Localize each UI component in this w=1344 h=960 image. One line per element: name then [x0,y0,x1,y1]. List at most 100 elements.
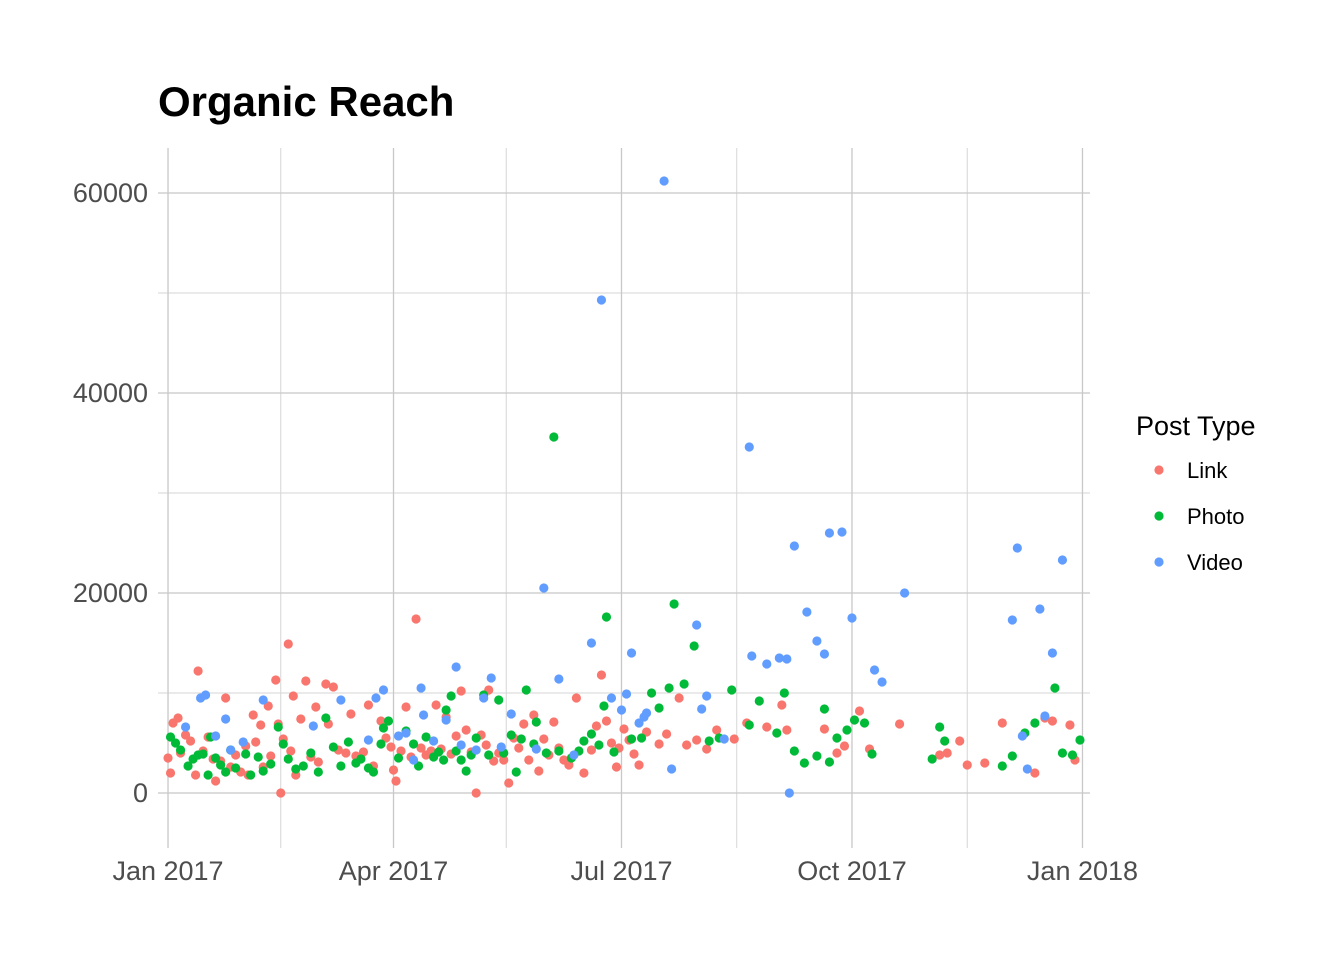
data-point [799,758,809,768]
data-point [441,705,451,715]
data-point [456,755,466,765]
data-point [386,742,396,752]
data-point [276,788,286,798]
data-point [456,686,466,696]
data-point [431,700,441,710]
data-point [664,683,674,693]
data-point [1030,768,1040,778]
data-point [273,722,283,732]
data-point [1012,543,1022,553]
data-point [298,761,308,771]
data-point [511,767,521,777]
data-point [301,676,311,686]
data-point [1035,604,1045,614]
data-point [789,746,799,756]
data-point [471,733,481,743]
data-point [251,737,261,747]
data-point [216,760,226,770]
data-point [772,728,782,738]
data-point [692,620,702,630]
data-point [661,729,672,739]
data-point [819,704,830,714]
data-point [549,432,559,442]
data-point [378,685,389,695]
data-point [1007,615,1017,625]
data-point [211,776,221,786]
data-point [341,748,351,758]
legend: Post Type Link Photo Video [1136,411,1256,575]
data-point [935,722,945,732]
data-point [248,710,258,720]
data-point [211,753,221,763]
data-point [549,717,559,727]
data-point [599,701,609,711]
y-tick-label: 20000 [73,578,148,608]
data-point [529,710,539,720]
data-point [388,765,399,775]
data-point [283,639,293,649]
data-point [586,729,597,739]
data-point [619,724,629,734]
data-point [185,736,196,746]
data-point [601,716,612,726]
data-point [1040,711,1050,721]
data-point [461,725,471,735]
data-point [629,749,639,759]
data-point [579,736,589,746]
data-point [729,734,739,744]
data-point [609,747,619,757]
data-point [646,688,657,698]
data-point [446,691,456,701]
y-tick-label: 0 [133,778,148,808]
data-point [246,770,256,780]
data-point [524,755,534,765]
data-point [837,527,847,537]
data-point [368,767,379,777]
data-point [393,753,404,763]
data-point [343,737,354,747]
data-point [256,720,266,730]
data-point [484,750,494,760]
data-point [719,734,729,744]
data-point [1067,750,1078,760]
data-point [744,720,754,730]
data-point [1022,764,1032,774]
data-point [727,685,737,695]
data-point [221,693,231,703]
data-point [674,693,684,703]
data-point [481,740,491,750]
data-point [854,706,865,716]
data-point [554,674,564,684]
legend-key-link [1154,465,1164,475]
data-point [175,745,186,755]
data-point [702,744,712,754]
data-point [812,636,822,646]
data-point [539,734,549,744]
data-point [869,665,880,675]
series-photo [165,432,1085,780]
data-point [712,725,722,735]
data-point [962,760,972,770]
data-point [211,731,221,741]
data-point [173,713,183,723]
data-point [762,722,772,732]
x-tick-label: Jan 2017 [112,856,223,886]
data-point [782,725,792,735]
data-point [534,766,544,776]
data-point [832,733,842,743]
data-point [428,736,439,746]
data-point [183,761,193,771]
data-point [531,717,541,727]
data-point [762,659,772,669]
legend-key-video [1154,557,1164,567]
data-point [311,702,321,712]
data-point [471,788,481,798]
data-point [393,731,404,741]
data-point [564,760,574,770]
data-point [231,763,241,773]
data-point [496,742,506,752]
data-point [842,725,852,735]
data-point [596,295,607,305]
data-point [461,766,471,776]
